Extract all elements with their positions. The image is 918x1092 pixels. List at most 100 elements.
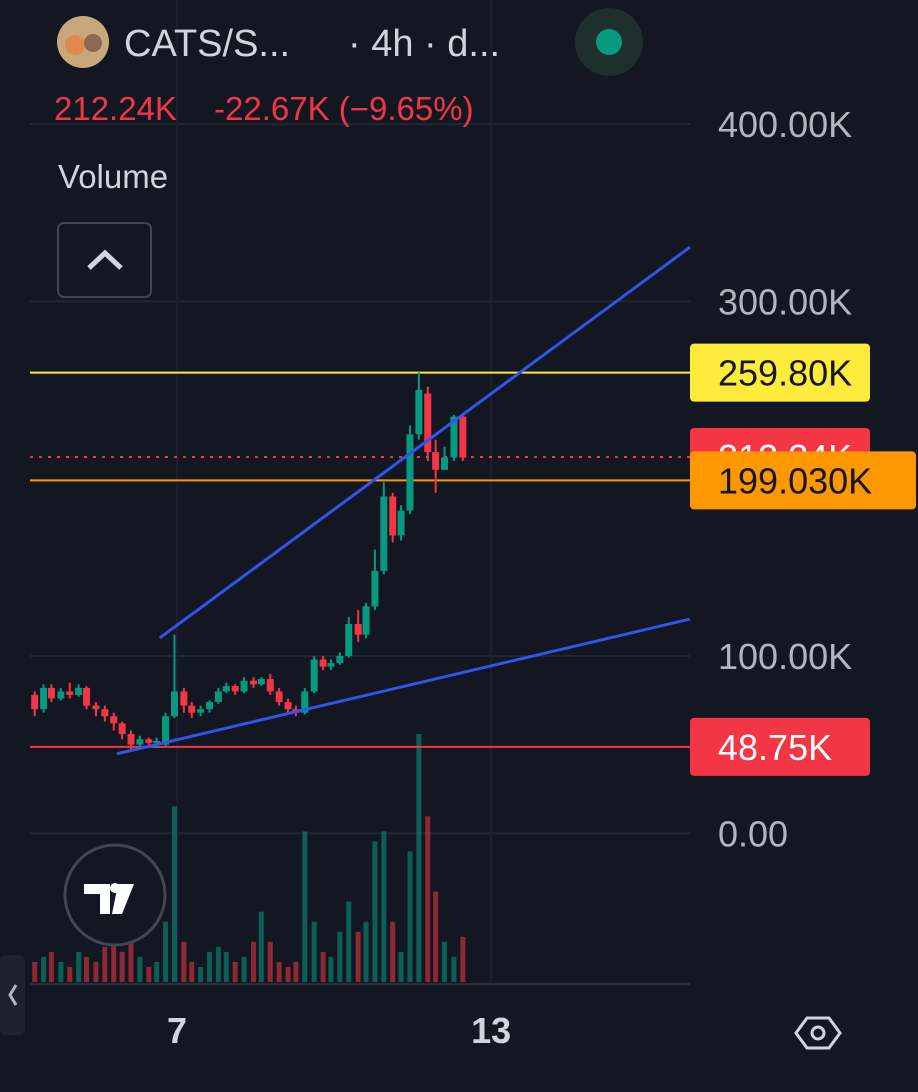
candle-body xyxy=(459,416,467,458)
price-axis: 0.00100.00K300.00K400.00K713259.80K212.2… xyxy=(167,104,916,1051)
y-tick-label: 300.00K xyxy=(718,281,852,322)
settings-icon-center xyxy=(810,1025,826,1041)
volume-bar xyxy=(241,956,247,982)
volume-bar xyxy=(58,961,64,982)
y-tick-label: 400.00K xyxy=(718,104,852,145)
volume-bar xyxy=(67,966,73,982)
candle-body xyxy=(362,606,370,635)
candle-body xyxy=(31,694,39,710)
candle-body xyxy=(136,739,144,745)
price-tag-label: 48.75K xyxy=(718,727,832,768)
volume-bar xyxy=(407,851,413,982)
volume-bar xyxy=(137,956,143,982)
candle-body xyxy=(127,733,135,745)
volume-bar xyxy=(215,946,221,982)
candle-body xyxy=(336,655,344,664)
candle-body xyxy=(415,390,423,435)
candle-body xyxy=(57,691,65,699)
volume-bar xyxy=(48,951,54,982)
volume-bar xyxy=(355,931,361,982)
price-tag xyxy=(690,343,870,402)
volume-bar xyxy=(363,921,369,982)
candle-body xyxy=(284,702,292,710)
candle-body xyxy=(380,496,388,571)
volume-bar xyxy=(425,816,431,982)
candle-body xyxy=(118,723,126,734)
y-tick-label: 0.00 xyxy=(718,813,788,854)
x-tick-label: 13 xyxy=(471,1010,511,1051)
candle-body xyxy=(214,691,222,703)
volume-bar xyxy=(311,921,317,982)
price-tag-label: 199.030K xyxy=(718,460,872,501)
candle-body xyxy=(275,691,283,703)
candle-body xyxy=(424,393,432,453)
avatar-cat xyxy=(65,35,85,55)
volume-bar xyxy=(460,936,466,982)
candle-body xyxy=(75,687,83,695)
volume-bar xyxy=(258,911,264,982)
avatar-cat xyxy=(84,34,102,52)
candles xyxy=(31,372,467,752)
volume-bar xyxy=(154,961,160,982)
candle-body xyxy=(206,702,214,710)
candle-body xyxy=(197,709,205,713)
collapse-button[interactable] xyxy=(57,222,152,298)
candle-body xyxy=(310,659,318,692)
candle-body xyxy=(354,624,362,635)
volume-bar xyxy=(146,966,152,982)
volume-bar xyxy=(433,891,439,982)
volume-bar xyxy=(163,921,169,982)
trendlines xyxy=(116,245,691,756)
volume-pane xyxy=(32,734,466,982)
tradingview-logo[interactable] xyxy=(63,843,167,947)
status-dot[interactable] xyxy=(596,29,622,55)
volume-bar xyxy=(267,941,273,982)
side-tab-icon xyxy=(8,984,18,1006)
candle-body xyxy=(266,679,274,692)
candle-body xyxy=(249,680,257,685)
candle-body xyxy=(83,687,91,706)
candle-body xyxy=(257,679,265,685)
candle-body xyxy=(301,691,309,713)
trendline xyxy=(158,245,691,640)
candle-body xyxy=(66,691,74,695)
volume-bar xyxy=(451,956,457,982)
x-tick-label: 7 xyxy=(167,1010,187,1051)
levels xyxy=(30,371,690,748)
candle-body xyxy=(432,452,440,470)
candle-body xyxy=(110,716,118,724)
volume-bar xyxy=(76,951,82,982)
volume-bar xyxy=(416,734,422,982)
volume-bar xyxy=(372,841,378,982)
candle-body xyxy=(170,691,178,717)
volume-bar xyxy=(171,806,177,982)
volume-bar xyxy=(302,831,308,982)
candle-body xyxy=(101,709,109,717)
trendline xyxy=(116,617,691,756)
volume-bar xyxy=(328,956,334,982)
candle-body xyxy=(389,496,397,536)
candle-body xyxy=(327,663,335,667)
volume-bar xyxy=(276,961,282,982)
candle-body xyxy=(180,691,188,706)
side-tab[interactable] xyxy=(0,955,25,1035)
volume-bar xyxy=(293,961,299,982)
candle-body xyxy=(162,716,170,745)
candle-body xyxy=(145,739,153,743)
candle-body xyxy=(222,686,230,692)
volume-bar xyxy=(189,961,195,982)
price-tag-label: 259.80K xyxy=(718,353,852,394)
interval[interactable]: · 4h · d... xyxy=(348,23,500,65)
candle-body xyxy=(188,705,196,713)
candle-body xyxy=(406,434,414,511)
y-tick-label: 100.00K xyxy=(718,636,852,677)
symbol[interactable]: CATS/S... xyxy=(124,23,290,65)
volume-bar xyxy=(346,901,352,982)
volume-bar xyxy=(41,956,47,982)
volume-bar xyxy=(32,961,38,982)
candle-body xyxy=(47,687,55,699)
volume-bar xyxy=(337,931,343,982)
volume-bar xyxy=(93,961,99,982)
settings-icon[interactable] xyxy=(794,1016,842,1050)
